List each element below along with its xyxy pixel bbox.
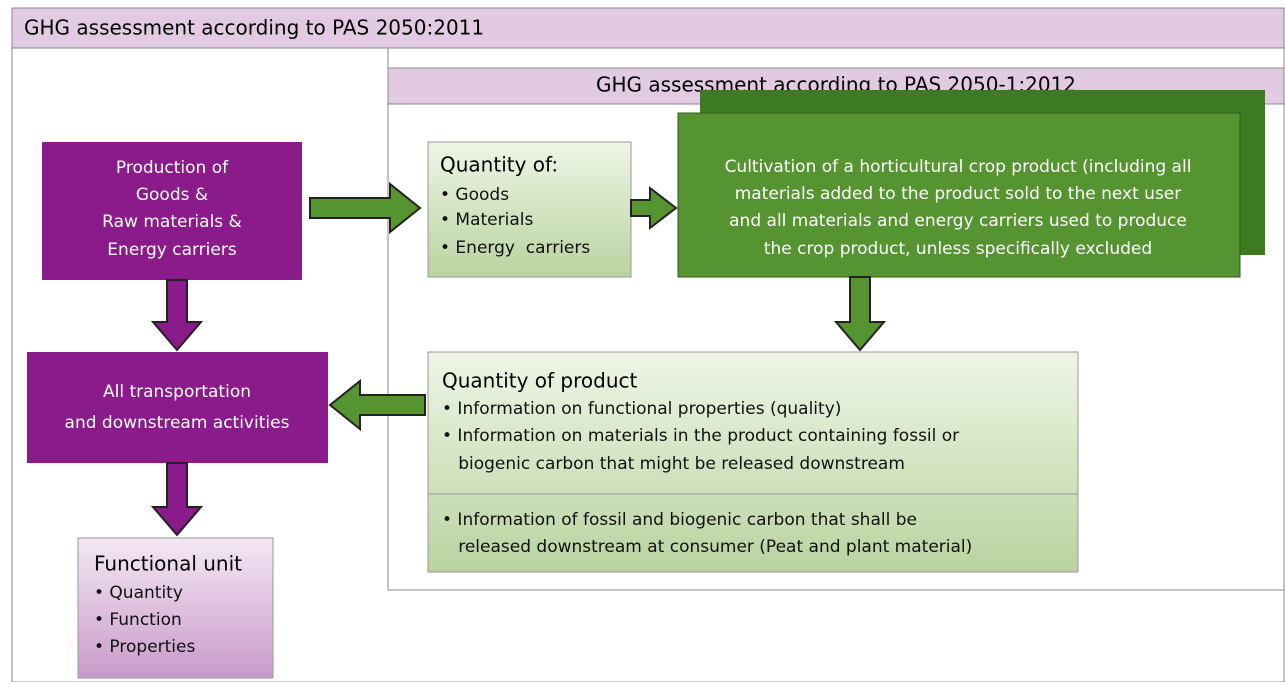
quantity-product-item: • Information on materials in the produc…: [442, 426, 959, 446]
quantity-product-extra: released downstream at consumer (Peat an…: [442, 537, 972, 557]
functional-unit-item: • Function: [94, 610, 182, 630]
quantity-product-box: [427, 351, 1079, 573]
arrow: [833, 276, 887, 352]
transport-box: [27, 352, 328, 463]
functional-unit-title: Functional unit: [94, 552, 242, 576]
production-line: Raw materials &: [102, 212, 242, 232]
arrow: [309, 181, 422, 235]
transport-line: All transportation: [103, 382, 251, 402]
quantity-of-item: • Materials: [440, 210, 533, 230]
arrow: [150, 462, 204, 537]
cultivation-line: and all materials and energy carriers us…: [729, 211, 1187, 231]
quantity-product-title: Quantity of product: [442, 369, 638, 393]
cultivation-line: materials added to the product sold to t…: [735, 184, 1182, 204]
cultivation-line: Cultivation of a horticultural crop prod…: [725, 157, 1192, 177]
arrow: [328, 378, 426, 432]
quantity-of-title: Quantity of:: [440, 153, 558, 177]
quantity-of-box: [427, 141, 632, 278]
outer-title: GHG assessment according to PAS 2050:201…: [24, 16, 484, 40]
quantity-of-item: • Energy carriers: [440, 238, 590, 258]
production-line: Production of: [116, 158, 229, 178]
functional-unit-box: [77, 537, 274, 679]
outer-title-bar: [11, 7, 1285, 49]
quantity-of-item: • Goods: [440, 185, 509, 205]
quantity-product-item: • Information on functional properties (…: [442, 399, 841, 419]
functional-unit-item: • Properties: [94, 637, 195, 657]
production-line: Goods &: [136, 185, 208, 205]
arrow: [150, 279, 204, 352]
cultivation-box: [677, 112, 1241, 278]
cultivation-line: the crop product, unless specifically ex…: [764, 239, 1152, 259]
production-box: [42, 142, 302, 280]
arrow: [630, 185, 678, 231]
production-line: Energy carriers: [107, 240, 237, 260]
quantity-product-item: biogenic carbon that might be released d…: [442, 454, 905, 474]
functional-unit-item: • Quantity: [94, 583, 183, 603]
transport-line: and downstream activities: [65, 413, 290, 433]
quantity-product-extra: • Information of fossil and biogenic car…: [442, 510, 917, 530]
